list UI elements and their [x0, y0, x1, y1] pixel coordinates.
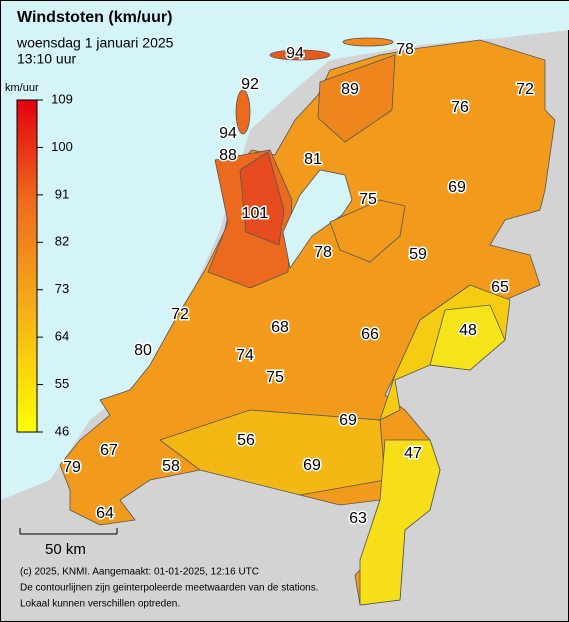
station-value: 75 — [359, 191, 377, 208]
station-value: 75 — [266, 369, 284, 386]
footer-line: (c) 2025, KNMI. Aangemaakt: 01-01-2025, … — [20, 567, 259, 578]
legend-tick-label: 55 — [55, 376, 69, 391]
station-value: 80 — [134, 342, 152, 359]
station-value: 89 — [341, 81, 359, 98]
station-value: 78 — [396, 41, 414, 58]
legend-tick-label: 91 — [55, 186, 69, 201]
legend: 109 100 91 82 73 64 55 46 — [37, 91, 73, 438]
legend-unit: km/uur — [5, 82, 39, 94]
station-value: 79 — [63, 459, 81, 476]
title: Windstoten (km/uur) — [17, 9, 172, 26]
station-value: 72 — [171, 306, 189, 323]
footer-line: De contourlijnen zijn geinterpoleerde me… — [20, 583, 319, 594]
legend-tick-label: 64 — [55, 329, 69, 344]
station-value: 72 — [516, 81, 534, 98]
station-value: 68 — [271, 319, 289, 336]
station-value: 94 — [219, 125, 237, 142]
station-value: 59 — [409, 246, 427, 263]
station-value: 58 — [162, 458, 180, 475]
station-value: 101 — [242, 205, 269, 222]
stations: 94 78 92 89 76 72 94 88 81 69 101 75 78 59 65 72 48 68 66 8… — [62, 40, 536, 529]
legend-tick-label: 100 — [51, 139, 73, 154]
station-value: 67 — [100, 442, 118, 459]
station-value: 74 — [236, 347, 254, 364]
station-value: 81 — [304, 151, 322, 168]
legend-tick-label: 46 — [55, 423, 69, 438]
station-value: 66 — [361, 326, 379, 343]
station-value: 94 — [286, 45, 304, 62]
station-value: 69 — [448, 179, 466, 196]
station-value: 56 — [237, 432, 255, 449]
footer-line: Lokaal kunnen verschillen optreden. — [20, 599, 180, 610]
station-value: 65 — [491, 279, 509, 296]
station-value: 78 — [314, 244, 332, 261]
station-value: 92 — [241, 76, 259, 93]
station-value: 48 — [459, 322, 477, 339]
legend-tick-label: 109 — [51, 91, 73, 106]
station-value: 64 — [96, 505, 114, 522]
date: woensdag 1 januari 2025 — [16, 35, 174, 51]
station-value: 69 — [339, 412, 357, 429]
station-value: 63 — [349, 510, 367, 527]
station-value: 47 — [404, 445, 422, 462]
color-bar — [16, 99, 38, 433]
station-value: 88 — [219, 147, 237, 164]
legend-tick-label: 73 — [55, 281, 69, 296]
station-value: 69 — [303, 457, 321, 474]
station-value: 76 — [451, 99, 469, 116]
land — [59, 37, 556, 606]
time: 13:10 uur — [17, 51, 76, 67]
legend-tick-label: 82 — [55, 234, 69, 249]
scale-label: 50 km — [45, 541, 86, 558]
